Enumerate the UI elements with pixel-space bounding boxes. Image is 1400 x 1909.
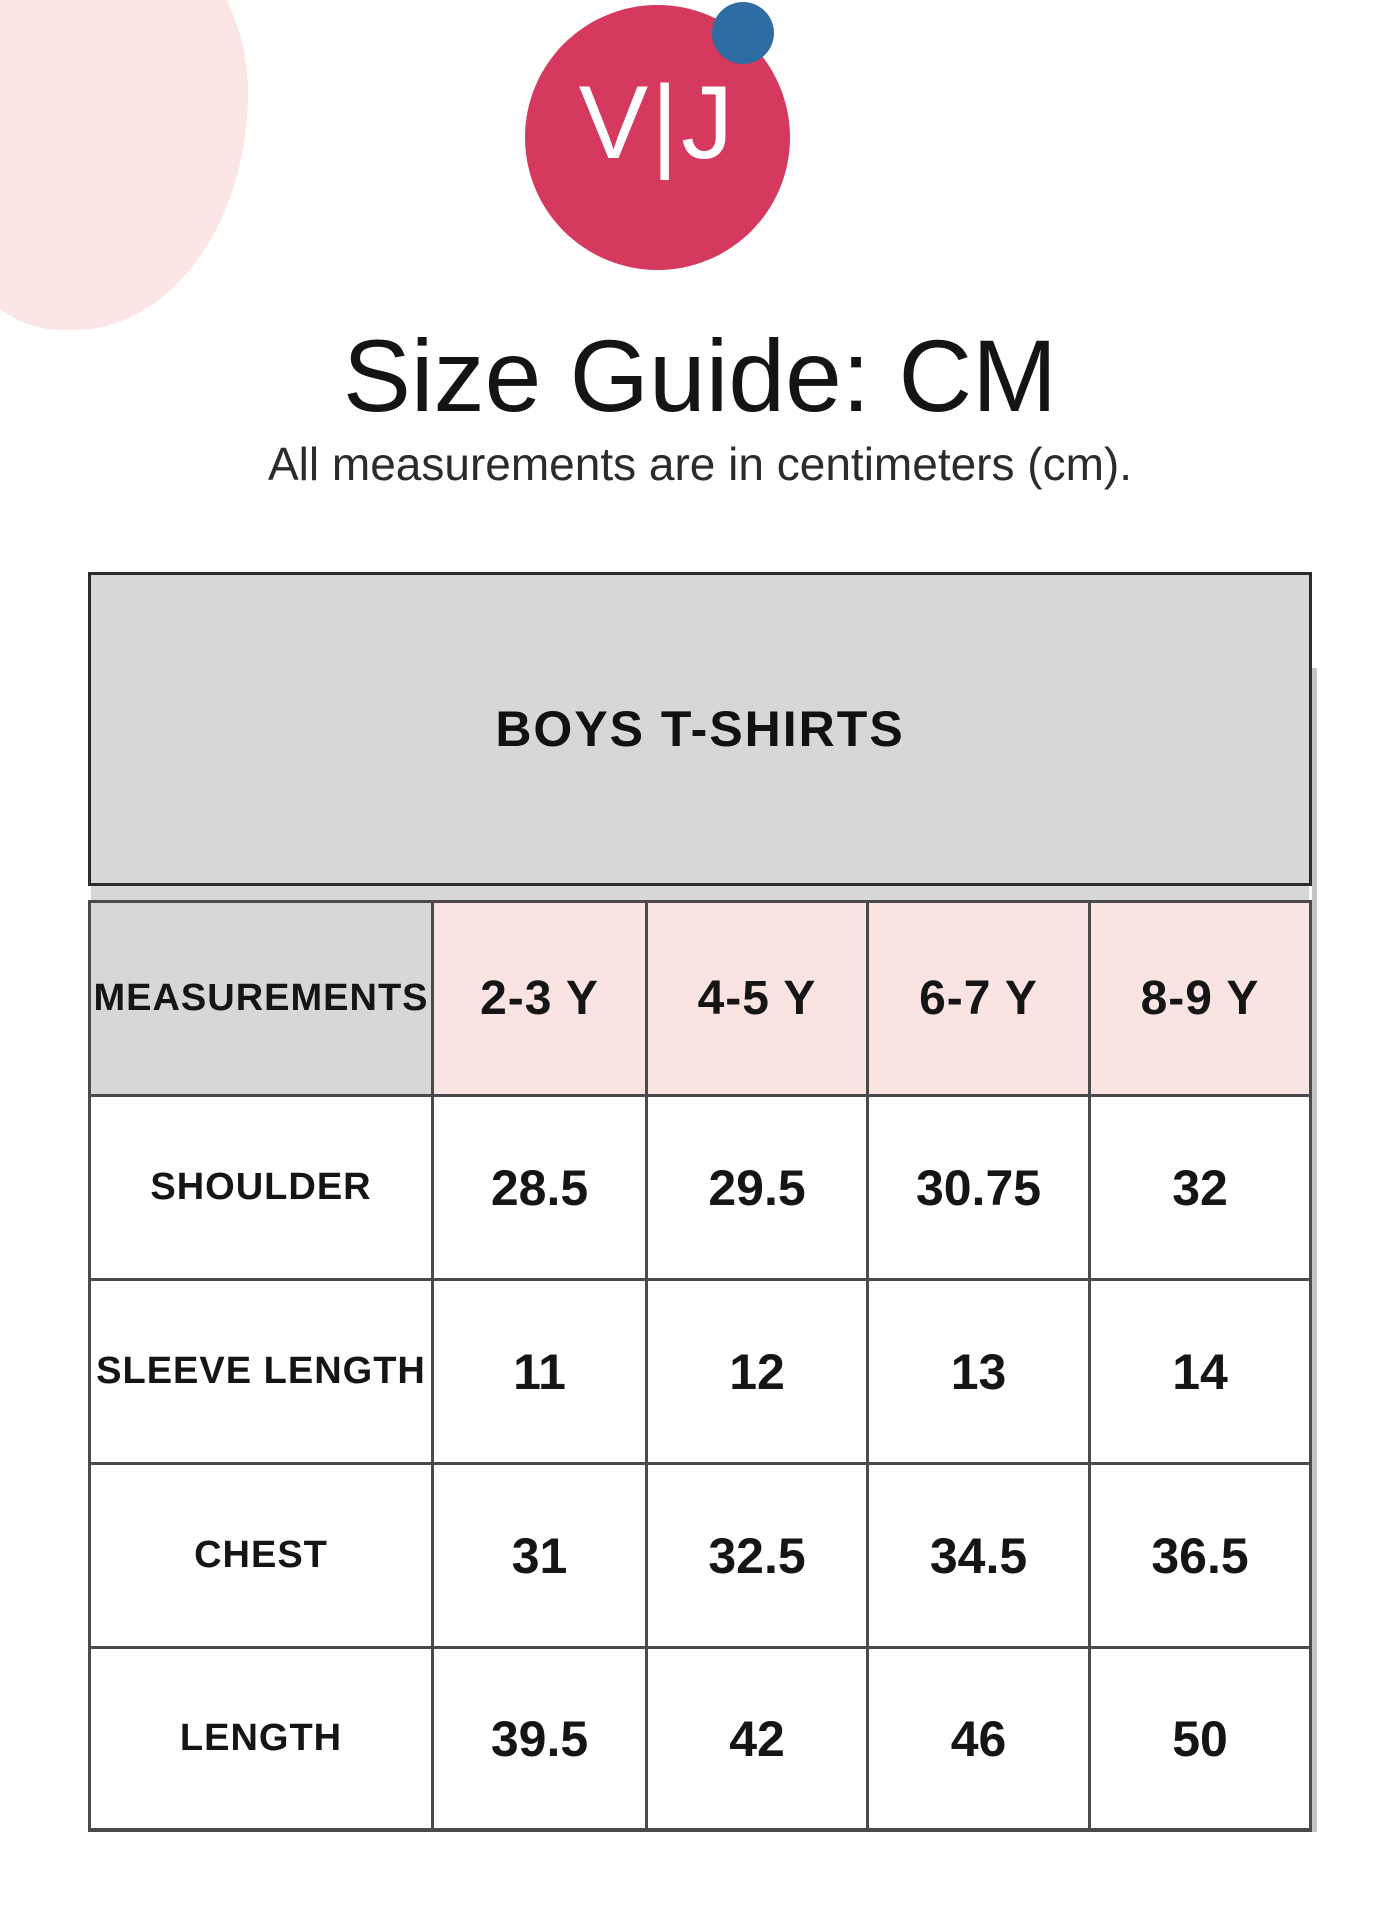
table-cell: 39.5 xyxy=(434,1649,645,1828)
table-cell: 36.5 xyxy=(1091,1465,1309,1646)
table-corner-cell: MEASUREMENTS xyxy=(91,903,431,1094)
column-header-4-5y: 4-5 Y xyxy=(648,903,866,1094)
size-table: MEASUREMENTS 2-3 Y 4-5 Y 6-7 Y 8-9 Y SHO… xyxy=(88,900,1312,1832)
table-title: BOYS T-SHIRTS xyxy=(495,701,905,757)
table-cell: 30.75 xyxy=(869,1097,1088,1278)
table-cell: 32 xyxy=(1091,1097,1309,1278)
table-title-banner-gap xyxy=(91,886,1309,900)
row-label-shoulder: SHOULDER xyxy=(91,1097,431,1278)
table-drop-shadow xyxy=(1312,668,1317,1832)
table-cell: 28.5 xyxy=(434,1097,645,1278)
column-header-8-9y: 8-9 Y xyxy=(1091,903,1309,1094)
table-cell: 34.5 xyxy=(869,1465,1088,1646)
table-cell: 14 xyxy=(1091,1281,1309,1462)
table-title-banner: BOYS T-SHIRTS xyxy=(88,572,1312,886)
page-subtitle: All measurements are in centimeters (cm)… xyxy=(267,438,1133,490)
row-label-sleeve-length: SLEEVE LENGTH xyxy=(91,1281,431,1462)
page-title: Size Guide: CM xyxy=(342,319,1058,433)
table-cell: 13 xyxy=(869,1281,1088,1462)
decorative-blob xyxy=(0,0,248,330)
column-header-2-3y: 2-3 Y xyxy=(434,903,645,1094)
brand-monogram: V|J xyxy=(578,65,737,181)
table-cell: 31 xyxy=(434,1465,645,1646)
table-cell: 46 xyxy=(869,1649,1088,1828)
table-cell: 29.5 xyxy=(648,1097,866,1278)
row-label-chest: CHEST xyxy=(91,1465,431,1646)
row-label-length: LENGTH xyxy=(91,1649,431,1828)
column-header-6-7y: 6-7 Y xyxy=(869,903,1088,1094)
table-cell: 32.5 xyxy=(648,1465,866,1646)
table-cell: 50 xyxy=(1091,1649,1309,1828)
table-cell: 11 xyxy=(434,1281,645,1462)
measurements-header: MEASUREMENTS xyxy=(93,977,429,1019)
table-cell: 42 xyxy=(648,1649,866,1828)
table-cell: 12 xyxy=(648,1281,866,1462)
logo-accent-dot xyxy=(712,2,774,64)
